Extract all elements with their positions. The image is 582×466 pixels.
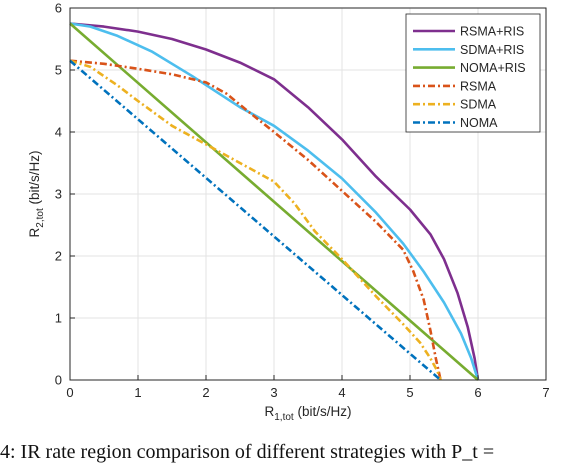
series-line-rsma <box>69 59 442 381</box>
legend-label: SDMA+RIS <box>460 43 524 57</box>
figure-caption: 4: IR rate region comparison of differen… <box>0 441 495 463</box>
y-tick-label: 4 <box>55 125 62 140</box>
x-tick-label: 0 <box>66 385 73 400</box>
y-axis-label: R2,tot (bit/s/Hz) <box>27 151 46 238</box>
x-tick-label: 4 <box>338 385 345 400</box>
x-tick-label: 7 <box>542 385 549 400</box>
series-line-sdma <box>69 59 442 381</box>
y-tick-label: 1 <box>55 311 62 326</box>
series-line-rsma-ris <box>69 22 480 381</box>
x-tick-label: 5 <box>406 385 413 400</box>
legend: RSMA+RIS SDMA+RIS NOMA+RIS RSMA SDMA NOMA <box>405 13 541 133</box>
series-line-sdma-ris <box>69 22 480 381</box>
series-line-noma-ris <box>69 22 479 381</box>
x-axis-label: R1,tot (bit/s/Hz) <box>265 404 352 423</box>
x-tick-label: 1 <box>134 385 141 400</box>
x-tick-label: 6 <box>474 385 481 400</box>
series-line-noma <box>69 59 442 381</box>
legend-label: NOMA <box>460 116 498 130</box>
y-tick-label: 2 <box>55 249 62 264</box>
tick-layer: 0 1 2 3 4 5 6 7 0 1 2 3 4 5 6 <box>55 1 550 401</box>
legend-label: SDMA <box>460 98 497 112</box>
y-tick-label: 0 <box>55 373 62 388</box>
rate-region-chart: 0 1 2 3 4 5 6 7 0 1 2 3 4 5 6 R1,tot (bit/s/Hz) R2,tot… <box>27 1 550 424</box>
y-tick-label: 5 <box>55 63 62 78</box>
legend-box <box>405 13 541 133</box>
series-layer <box>69 22 480 381</box>
y-tick-label: 6 <box>55 1 62 16</box>
y-tick-label: 3 <box>55 187 62 202</box>
x-tick-label: 3 <box>270 385 277 400</box>
legend-label: RSMA+RIS <box>460 25 524 39</box>
legend-label: RSMA <box>460 79 497 93</box>
legend-label: NOMA+RIS <box>460 61 526 75</box>
x-tick-label: 2 <box>202 385 209 400</box>
